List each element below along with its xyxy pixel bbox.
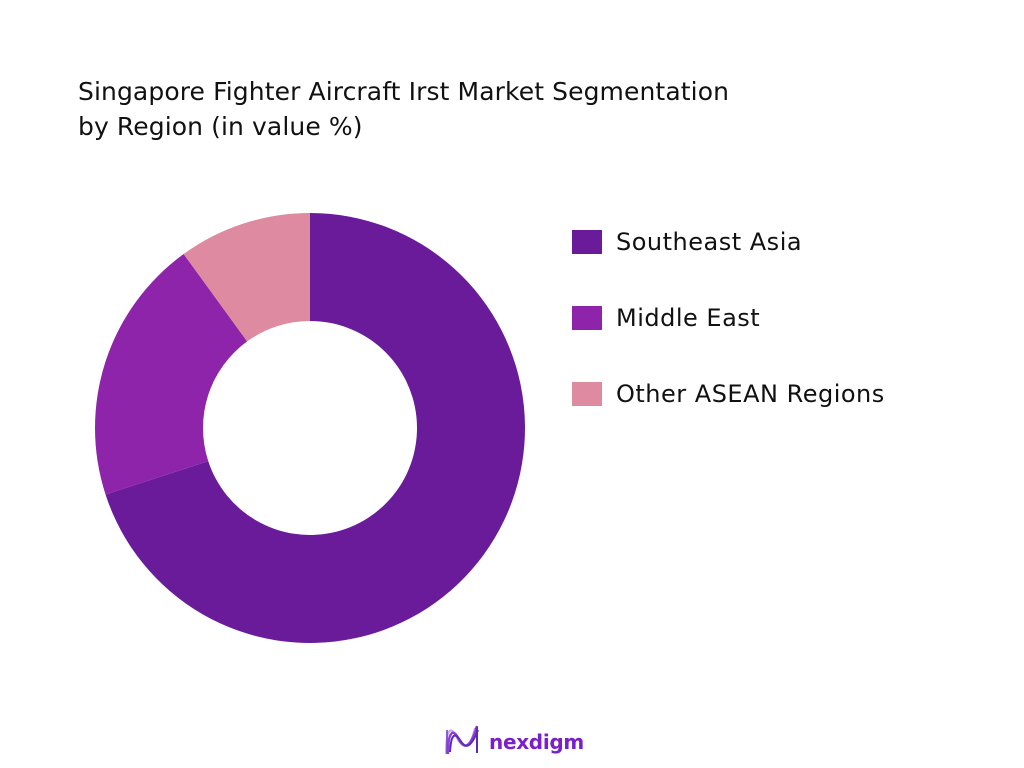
chart-title-line-2: by Region (in value %) <box>78 112 363 141</box>
brand-logo: nexdigm <box>443 722 584 762</box>
donut-slices <box>94 213 525 643</box>
donut-slice-middle-east <box>94 254 248 495</box>
donut-slice-other-asean-regions <box>183 213 310 342</box>
legend-label: Other ASEAN Regions <box>616 380 885 408</box>
donut-slice-southeast-asia <box>105 213 525 643</box>
legend-label: Middle East <box>616 304 761 332</box>
nexdigm-wave-logo-icon <box>443 722 481 762</box>
legend-item-middle-east: Middle East <box>572 304 760 332</box>
chart-title-line-1: Singapore Fighter Aircraft Irst Market S… <box>78 77 730 106</box>
legend-label: Southeast Asia <box>616 228 803 256</box>
legend-item-southeast-asia: Southeast Asia <box>572 228 802 256</box>
legend-swatch-middle-east <box>572 306 602 330</box>
legend-item-other-asean-regions: Other ASEAN Regions <box>572 380 885 408</box>
legend-swatch-other-asean-regions <box>572 382 602 406</box>
legend-swatch-southeast-asia <box>572 230 602 254</box>
brand-name: nexdigm <box>489 730 584 754</box>
chart-title: Singapore Fighter Aircraft Irst Market S… <box>78 74 838 144</box>
